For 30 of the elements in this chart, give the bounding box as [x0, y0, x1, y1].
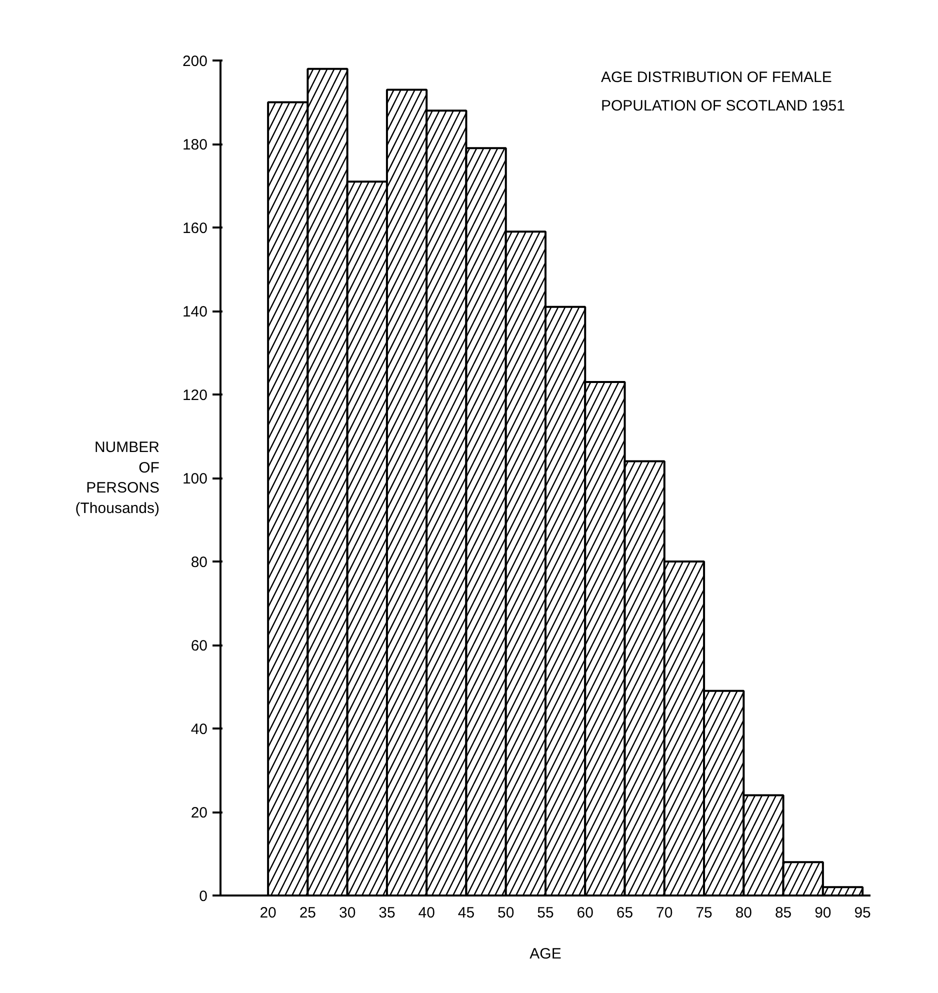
y-tick-label: 120 — [182, 387, 208, 404]
y-tick-label: 160 — [182, 220, 208, 237]
y-tick-label: 80 — [190, 554, 208, 571]
y-tick-label: 60 — [190, 638, 208, 654]
y-tick-label: 20 — [190, 804, 208, 822]
x-tick-label: 65 — [616, 904, 634, 922]
x-tick-label: 90 — [814, 904, 832, 922]
x-tick-label: 60 — [576, 904, 594, 922]
x-tick-label: 55 — [537, 904, 554, 922]
x-tick-label: 85 — [774, 904, 792, 922]
y-tick-label: 140 — [182, 304, 208, 320]
x-tick-label: 30 — [338, 904, 356, 922]
x-tick-label: 35 — [378, 904, 396, 922]
x-tick-label: 70 — [656, 904, 673, 922]
text: AGE DISTRIBUTION OF FEMALE POPULATION OF SCOTLAND 1951 — [600, 68, 845, 115]
x-tick-label: 95 — [854, 904, 871, 922]
y-tick-label: 200 — [182, 53, 208, 70]
x-tick-label: 45 — [458, 904, 475, 922]
y-axis-title: NUMBER OF PERSONS (Thousands) — [75, 438, 160, 518]
x-tick-label: 80 — [735, 904, 752, 922]
x-tick-label: 40 — [418, 904, 435, 922]
x-tick-label: 50 — [498, 904, 514, 922]
x-tick-label: 25 — [299, 904, 316, 922]
y-tick-label: 180 — [182, 136, 208, 154]
x-tick-label: 75 — [696, 904, 712, 922]
x-tick-label: 20 — [260, 904, 276, 922]
y-tick-label: 40 — [190, 721, 208, 738]
y-tick-label: 100 — [182, 470, 208, 488]
x-axis-title: AGE — [530, 946, 562, 962]
y-tick-label: 0 — [199, 888, 208, 905]
